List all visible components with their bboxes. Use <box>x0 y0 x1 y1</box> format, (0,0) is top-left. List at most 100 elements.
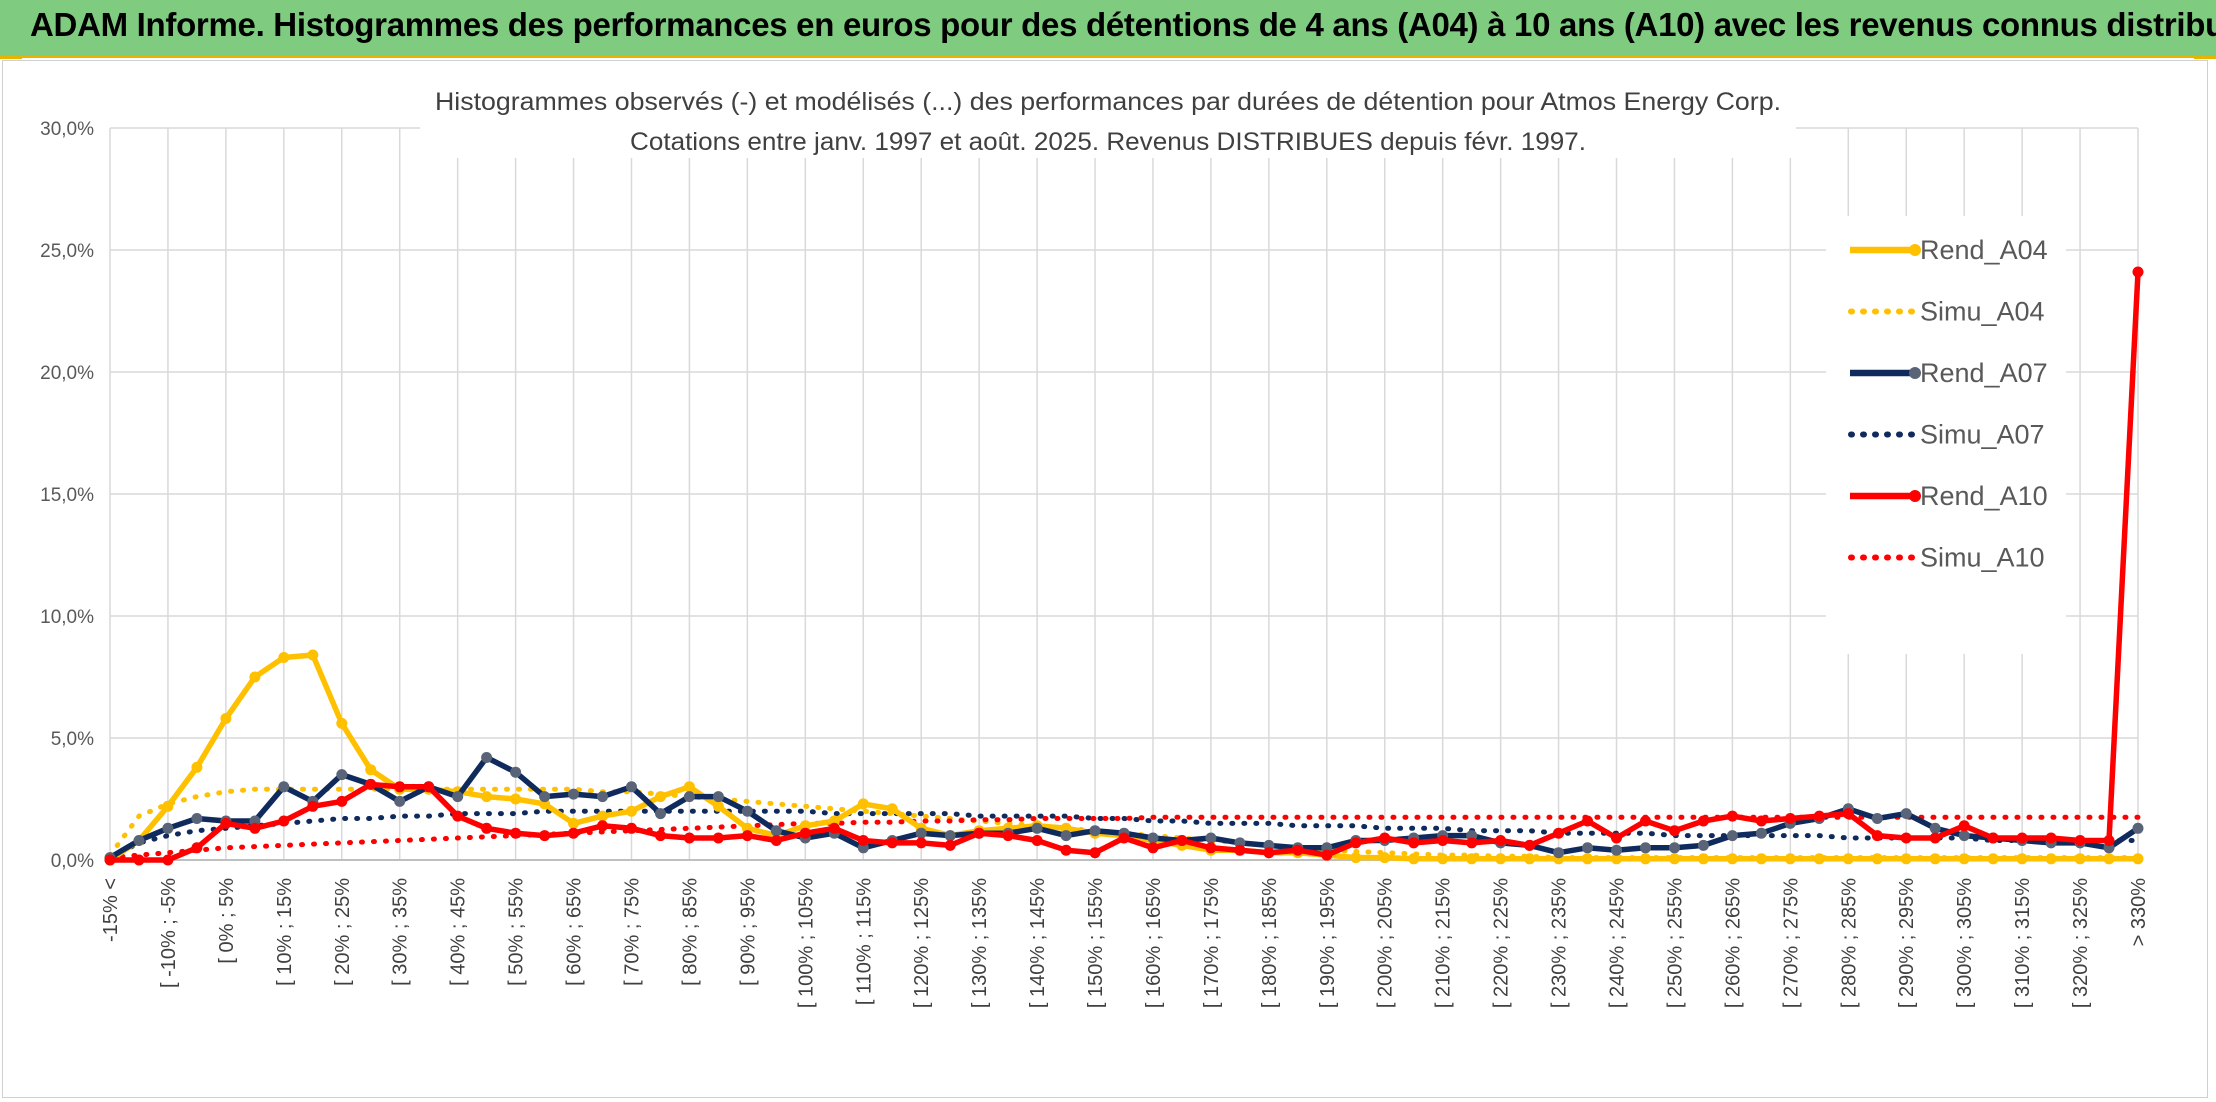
y-axis: 0,0% 5,0% 10,0% 15,0% 20,0% 25,0% 30,0% <box>40 119 94 872</box>
data-point <box>278 652 290 663</box>
data-point <box>712 800 724 812</box>
data-point <box>191 813 203 824</box>
data-point <box>568 817 579 829</box>
x-tick-label: [ 110% ; 115% <box>853 878 875 1005</box>
data-point <box>770 825 782 837</box>
data-point <box>886 837 898 849</box>
data-point <box>799 827 811 839</box>
data-point <box>1466 853 1478 865</box>
data-point <box>1611 832 1622 844</box>
data-point <box>481 791 493 803</box>
data-point <box>1697 839 1709 851</box>
data-point <box>423 781 435 793</box>
data-point <box>626 805 637 817</box>
data-point <box>104 854 116 866</box>
data-point <box>1321 849 1333 861</box>
data-point <box>1784 853 1796 865</box>
legend-label: Simu_A04 <box>1920 297 2045 327</box>
data-point <box>220 713 232 724</box>
data-point <box>1640 853 1651 865</box>
y-tick-label: 0,0% <box>51 851 94 872</box>
data-point <box>1900 808 1912 820</box>
data-point <box>307 649 319 661</box>
data-point <box>336 769 348 781</box>
data-point <box>857 835 869 846</box>
legend-label: Simu_A07 <box>1920 420 2045 450</box>
data-point <box>1350 852 1362 864</box>
data-point <box>2074 835 2086 846</box>
data-point <box>1842 853 1854 865</box>
data-point <box>1002 830 1014 842</box>
data-point <box>655 830 666 842</box>
x-tick-label: [ 190% ; 195% <box>1317 878 1339 1008</box>
chart-subtitle: Cotations entre janv. 1997 et août. 2025… <box>630 128 1586 156</box>
legend-item-Simu_A07: Simu_A07 <box>1848 420 2045 450</box>
data-point <box>683 781 695 793</box>
x-tick-label: [ 0% ; 5% <box>216 878 238 964</box>
data-point <box>1900 853 1912 865</box>
x-tick-label: [ -10% ; -5% <box>158 878 180 988</box>
data-point <box>2132 853 2144 865</box>
legend-marker <box>1909 367 1921 379</box>
data-point <box>1118 832 1130 844</box>
data-point <box>1176 835 1188 846</box>
data-point <box>1871 853 1883 865</box>
x-tick-label: [ 290% ; 295% <box>1896 878 1918 1008</box>
data-point <box>1669 853 1680 865</box>
data-point <box>1060 830 1072 842</box>
data-point <box>626 781 637 793</box>
data-point <box>365 778 377 790</box>
x-tick-label: [ 250% ; 255% <box>1664 878 1686 1008</box>
data-point <box>1842 808 1854 820</box>
data-point <box>510 793 522 805</box>
data-point <box>1755 815 1767 827</box>
data-point <box>539 791 551 803</box>
data-point <box>1553 847 1565 859</box>
y-tick-label: 30,0% <box>40 119 94 140</box>
x-tick-label: [ 140% ; 145% <box>1027 878 1049 1008</box>
x-tick-label: [ 130% ; 135% <box>969 878 991 1008</box>
data-point <box>278 815 290 827</box>
x-tick-label: [ 220% ; 225% <box>1491 878 1513 1008</box>
x-tick-label: [ 160% ; 165% <box>1143 878 1165 1008</box>
page-title: ADAM Informe. Histogrammes des performan… <box>30 6 2216 43</box>
data-point <box>1089 825 1101 837</box>
data-point <box>1929 822 1941 834</box>
data-point <box>2132 266 2144 278</box>
data-point <box>1726 810 1738 822</box>
data-point <box>452 791 464 803</box>
data-point <box>481 822 493 834</box>
legend-label: Rend_A10 <box>1920 481 2048 511</box>
data-point <box>1640 815 1651 827</box>
corner-accent-right <box>2194 56 2216 59</box>
data-point <box>1900 832 1912 844</box>
data-point <box>394 781 406 793</box>
x-tick-label: [ 200% ; 205% <box>1375 878 1397 1008</box>
data-point <box>1408 837 1420 849</box>
x-tick-label: [ 120% ; 125% <box>911 878 933 1008</box>
data-point <box>539 830 551 842</box>
data-point <box>1669 825 1680 837</box>
data-point <box>828 822 840 834</box>
x-tick-label: [ 100% ; 105% <box>795 878 817 1008</box>
x-tick-label: [ 80% ; 85% <box>679 878 701 986</box>
data-point <box>597 810 608 822</box>
y-tick-label: 10,0% <box>40 607 94 628</box>
x-tick-label: [ 270% ; 275% <box>1780 878 1802 1008</box>
data-point <box>1582 842 1593 854</box>
data-point <box>162 854 174 866</box>
data-point <box>191 761 203 773</box>
series-Simu_A07 <box>107 808 2141 861</box>
x-tick-label: [ 170% ; 175% <box>1201 878 1223 1008</box>
legend-label: Rend_A04 <box>1920 235 2048 265</box>
data-point <box>741 830 753 842</box>
chart-series <box>104 266 2144 866</box>
data-point <box>1987 853 1999 865</box>
legend-label: Rend_A07 <box>1920 358 2048 388</box>
y-tick-label: 25,0% <box>40 241 94 262</box>
data-point <box>1263 847 1275 859</box>
data-point <box>915 827 927 839</box>
data-point <box>1350 837 1362 849</box>
data-point <box>249 671 261 683</box>
data-point <box>133 854 145 866</box>
